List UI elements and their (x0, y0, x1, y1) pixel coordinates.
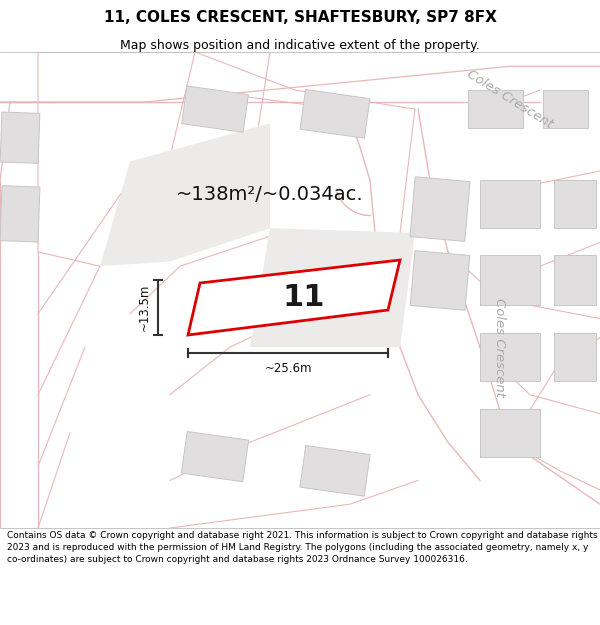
Text: ~138m²/~0.034ac.: ~138m²/~0.034ac. (176, 185, 364, 204)
Bar (467, 90, 523, 128)
Text: Contains OS data © Crown copyright and database right 2021. This information is : Contains OS data © Crown copyright and d… (7, 531, 598, 564)
Text: ~13.5m: ~13.5m (137, 284, 151, 331)
Bar (181, 431, 248, 482)
Text: ~25.6m: ~25.6m (264, 362, 312, 376)
Bar (182, 86, 248, 132)
Bar (300, 446, 370, 496)
Polygon shape (250, 228, 415, 347)
Bar (410, 251, 470, 310)
Bar (410, 177, 470, 241)
Bar (300, 89, 370, 138)
Polygon shape (100, 123, 270, 266)
Bar (0, 112, 40, 163)
Text: Coles Crescent: Coles Crescent (464, 68, 556, 131)
Text: Map shows position and indicative extent of the property.: Map shows position and indicative extent… (120, 39, 480, 52)
Bar (0, 186, 40, 242)
Bar (480, 332, 540, 381)
Bar (554, 181, 596, 228)
Bar (480, 409, 540, 457)
Text: Coles Crescent: Coles Crescent (493, 298, 506, 397)
Polygon shape (188, 260, 400, 335)
Bar (480, 256, 540, 306)
Bar (554, 256, 596, 306)
Bar (554, 332, 596, 381)
Bar (542, 90, 587, 128)
Text: 11: 11 (283, 282, 325, 311)
Bar (480, 181, 540, 228)
Text: 11, COLES CRESCENT, SHAFTESBURY, SP7 8FX: 11, COLES CRESCENT, SHAFTESBURY, SP7 8FX (104, 11, 496, 26)
